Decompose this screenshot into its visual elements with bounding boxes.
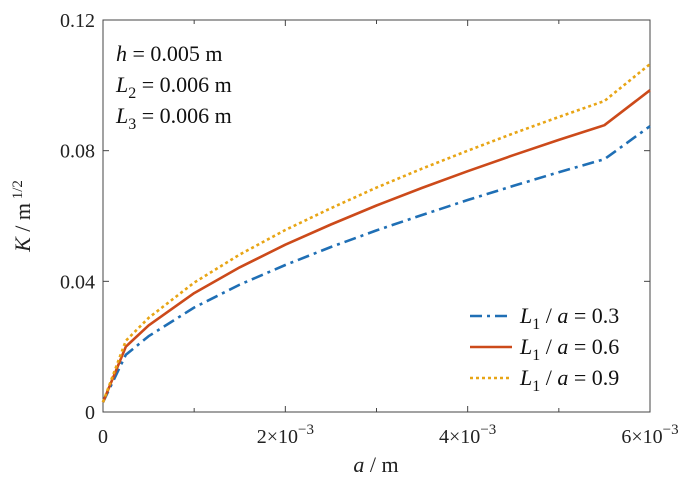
annotation-line: L2 = 0.006 m	[115, 72, 232, 102]
y-tick-label: 0.12	[60, 10, 95, 32]
x-tick-label: 2×10−3	[257, 422, 314, 448]
legend: L1 / a = 0.3L1 / a = 0.6L1 / a = 0.9	[470, 303, 619, 395]
x-tick-label: 4×10−3	[439, 422, 496, 448]
x-tick-label: 0	[98, 426, 108, 448]
series-line-2	[101, 89, 651, 403]
x-tick-labels: 0 2×10−3 4×10−3 6×10−3	[98, 422, 679, 448]
legend-label-3: L1 / a = 0.9	[519, 365, 619, 395]
annotation-line: h = 0.005 m	[116, 41, 223, 66]
y-tick-labels: 0 0.04 0.08 0.12	[60, 10, 95, 424]
series-lines	[101, 63, 651, 403]
plot-area	[102, 19, 651, 413]
y-tick-label: 0.04	[60, 271, 95, 293]
y-tick-label: 0.08	[60, 141, 95, 163]
legend-label-1: L1 / a = 0.3	[519, 303, 619, 333]
annotation-line: L3 = 0.006 m	[115, 103, 232, 133]
parameter-annotations: h = 0.005 m L2 = 0.006 mL3 = 0.006 m	[115, 41, 232, 133]
x-axis-label: a / m	[353, 452, 398, 477]
y-tick-label: 0	[85, 402, 95, 424]
legend-label-2: L1 / a = 0.6	[519, 334, 619, 364]
axis-ticks	[102, 19, 651, 413]
x-tick-label: 6×10−3	[621, 422, 678, 448]
series-line-1	[101, 125, 651, 403]
y-axis-label: K / m 1/2	[10, 180, 35, 253]
series-line-3	[101, 63, 651, 403]
